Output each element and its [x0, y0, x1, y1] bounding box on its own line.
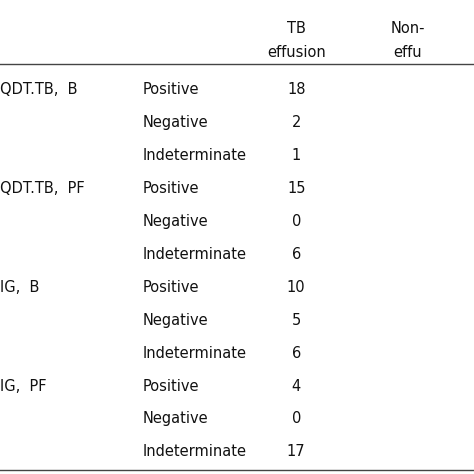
- Text: 18: 18: [287, 82, 306, 98]
- Text: Positive: Positive: [142, 379, 199, 393]
- Text: 2: 2: [292, 115, 301, 130]
- Text: 6: 6: [292, 346, 301, 361]
- Text: Indeterminate: Indeterminate: [142, 444, 246, 459]
- Text: Indeterminate: Indeterminate: [142, 346, 246, 361]
- Text: 0: 0: [292, 411, 301, 427]
- Text: 15: 15: [287, 181, 306, 196]
- Text: TB: TB: [287, 21, 306, 36]
- Text: 17: 17: [287, 444, 306, 459]
- Text: 10: 10: [287, 280, 306, 295]
- Text: IG,  B: IG, B: [0, 280, 39, 295]
- Text: IG,  PF: IG, PF: [0, 379, 46, 393]
- Text: Positive: Positive: [142, 181, 199, 196]
- Text: 0: 0: [292, 214, 301, 229]
- Text: QDT.TB,  B: QDT.TB, B: [0, 82, 78, 98]
- Text: Positive: Positive: [142, 280, 199, 295]
- Text: Non-: Non-: [391, 21, 425, 36]
- Text: 4: 4: [292, 379, 301, 393]
- Text: 5: 5: [292, 313, 301, 328]
- Text: Positive: Positive: [142, 82, 199, 98]
- Text: effu: effu: [393, 45, 422, 60]
- Text: effusion: effusion: [267, 45, 326, 60]
- Text: 1: 1: [292, 148, 301, 163]
- Text: Indeterminate: Indeterminate: [142, 148, 246, 163]
- Text: QDT.TB,  PF: QDT.TB, PF: [0, 181, 85, 196]
- Text: Indeterminate: Indeterminate: [142, 247, 246, 262]
- Text: Negative: Negative: [142, 115, 208, 130]
- Text: Negative: Negative: [142, 313, 208, 328]
- Text: Negative: Negative: [142, 214, 208, 229]
- Text: 6: 6: [292, 247, 301, 262]
- Text: Negative: Negative: [142, 411, 208, 427]
